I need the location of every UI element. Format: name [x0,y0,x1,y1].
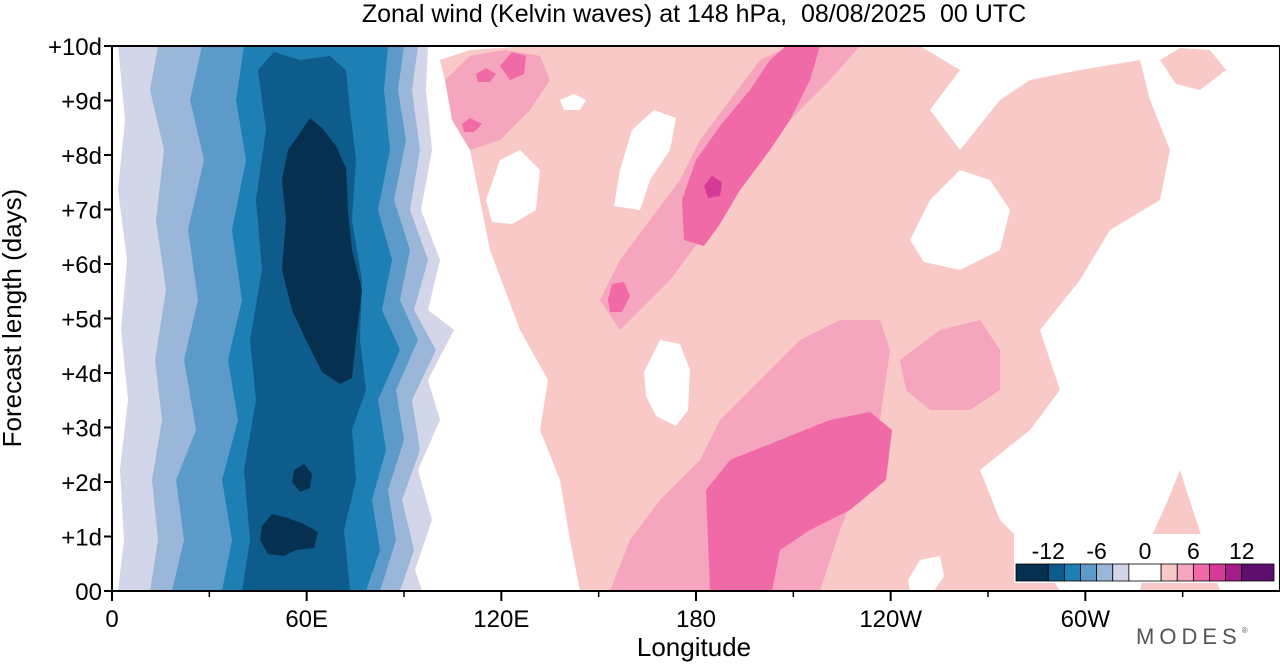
easterly-contour-minus12-c [292,464,312,492]
brand-mark: ® [1241,626,1248,635]
westerly-contour-6-d [500,52,526,80]
x-tick-label: 120W [859,606,922,633]
y-tick-label: +7d [61,198,102,225]
colorbar: -12 -6 0 6 12 [1014,534,1276,583]
y-axis-label: Forecast length (days) [0,189,27,448]
calm-island-e [560,94,586,110]
y-tick-label: +9d [61,89,102,116]
westerly-contour-6 [706,412,892,591]
y-tick-label: +2d [61,470,102,497]
colorbar-label: 6 [1187,538,1200,564]
x-tick-label: 0 [105,606,118,633]
y-tick-label: +5d [61,307,102,334]
westerly-contour-6-c [608,282,630,312]
westerly-contour-6-f [462,118,482,132]
x-tick-label: 120E [473,606,529,633]
x-tick-label: 180 [676,606,716,633]
colorbar-swatch [1015,563,1049,582]
x-axis-label: Longitude [637,632,751,662]
colorbar-swatch [1241,563,1275,582]
colorbar-swatch [1063,563,1081,582]
colorbar-swatch [1128,563,1162,582]
x-axis: 0 60E 120E 180 120W 60W [105,591,1184,633]
westerly-contour-4-d [900,320,1000,410]
westerly-contour-6-e [476,68,496,82]
calm-island-a [644,340,690,426]
modes-brand: MODES® [1136,624,1248,650]
calm-island-c [486,150,540,224]
y-tick-label: +4d [61,361,102,388]
colorbar-swatch [1176,563,1194,582]
y-tick-label: +8d [61,143,102,170]
colorbar-label: 12 [1229,538,1255,564]
chart-title: Zonal wind (Kelvin waves) at 148 hPa, 08… [362,0,1026,28]
colorbar-swatch [1047,563,1065,582]
y-tick-label: +10d [48,34,102,61]
calm-island-d [910,170,1010,270]
colorbar-swatch [1192,563,1210,582]
colorbar-swatch [1160,563,1178,582]
colorbar-swatch [1080,563,1098,582]
colorbar-swatch [1096,563,1114,582]
y-tick-label: +3d [61,416,102,443]
easterly-contour-minus12 [282,118,362,384]
y-tick-label: +1d [61,525,102,552]
calm-island-b [614,110,676,210]
x-tick-label: 60E [285,606,328,633]
westerly-contour-8 [704,176,722,198]
colorbar-swatch [1209,563,1227,582]
y-tick-label: +6d [61,252,102,279]
westerly-contour-2-ne [1160,48,1226,90]
colorbar-label: 0 [1139,538,1152,564]
colorbar-label: -6 [1086,538,1106,564]
colorbar-label: -12 [1032,538,1065,564]
easterly-contour-minus12-b [260,514,318,556]
calm-island-f [908,556,944,591]
brand-text: MODES [1136,624,1242,649]
y-tick-label: 00 [75,579,102,606]
x-tick-label: 60W [1061,606,1111,633]
colorbar-swatch [1112,563,1130,582]
y-axis: 00 +1d +2d +3d +4d +5d +6d +7d +8d +9d +10d [48,34,112,606]
wind-field [112,46,1280,591]
colorbar-swatch [1225,563,1243,582]
